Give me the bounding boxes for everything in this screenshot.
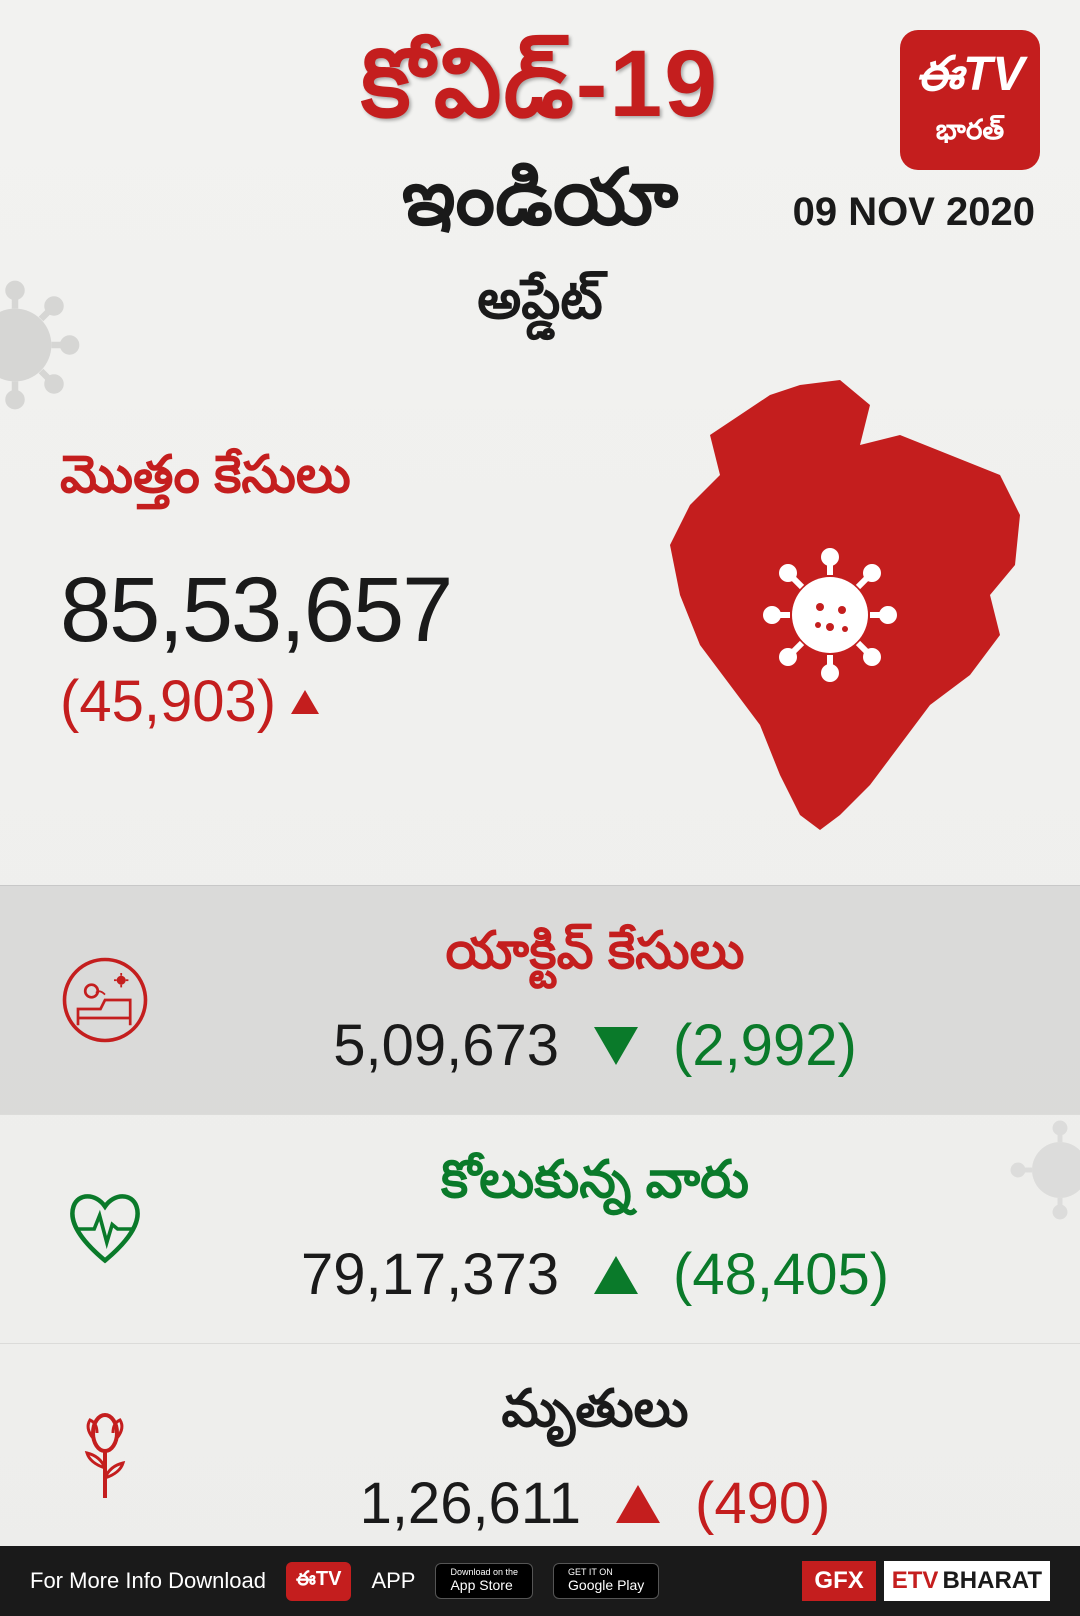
recovered-delta: (48,405) [673,1241,889,1308]
top-section: మొత్తం కేసులు 85,53,657 (45,903) [0,345,1080,885]
recovered-label: కోలుకున్న వారు [160,1150,1030,1223]
appstore-text: App Store [450,1578,518,1593]
recovered-row: కోలుకున్న వారు 79,17,373 (48,405) [0,1114,1080,1343]
recovered-value: 79,17,373 [301,1241,559,1308]
footer-right: GFX ETV BHARAT [802,1561,1050,1601]
down-arrow-icon [594,1027,638,1065]
deaths-label: మృతులు [160,1379,1030,1452]
total-label: మొత్తం కేసులు [60,445,620,518]
etv-app-icon: ఈTV [286,1562,351,1601]
flower-icon [50,1408,160,1508]
date-text: 09 NOV 2020 [793,190,1035,235]
active-content: యాక్టివ్ కేసులు 5,09,673 (2,992) [160,921,1030,1079]
active-values: 5,09,673 (2,992) [160,1012,1030,1079]
deaths-content: మృతులు 1,26,611 (490) [160,1379,1030,1537]
appstore-badge[interactable]: Download on the App Store [435,1563,533,1598]
up-arrow-icon [594,1256,638,1294]
heart-pulse-icon [50,1184,160,1274]
infographic-container: కోవిడ్-19 ఇండియా అప్డేట్ ఈTV భారత్ 09 NO… [0,0,1080,1616]
googleplay-badge[interactable]: GET IT ON Google Play [553,1563,659,1598]
active-label: యాక్టివ్ కేసులు [160,921,1030,994]
up-arrow-icon [291,690,319,714]
app-text: APP [371,1568,415,1594]
title-update: అప్డేట్ [40,267,1040,345]
virus-deco-icon [0,280,80,410]
deaths-delta: (490) [695,1470,830,1537]
total-delta: (45,903) [60,668,620,735]
patient-bed-icon [50,955,160,1045]
active-cases-row: యాక్టివ్ కేసులు 5,09,673 (2,992) [0,885,1080,1114]
total-cases-block: మొత్తం కేసులు 85,53,657 (45,903) [60,365,620,735]
deaths-row: మృతులు 1,26,611 (490) [0,1343,1080,1572]
deaths-value: 1,26,611 [360,1470,581,1537]
recovered-values: 79,17,373 (48,405) [160,1241,1030,1308]
total-value: 85,53,657 [60,558,620,663]
deaths-values: 1,26,611 (490) [160,1470,1030,1537]
header: కోవిడ్-19 ఇండియా అప్డేట్ ఈTV భారత్ 09 NO… [0,0,1080,345]
total-delta-value: (45,903) [60,668,276,735]
gfx-badge: GFX [802,1561,875,1601]
footer: For More Info Download ఈTV APP Download … [0,1546,1080,1616]
etv-logo: ఈTV భారత్ [900,30,1040,170]
up-arrow-icon [616,1485,660,1523]
etv-text: ETV [892,1567,939,1595]
active-delta: (2,992) [673,1012,857,1079]
virus-deco-icon [1010,1120,1080,1220]
title-main: కోవిడ్-19 [40,30,1040,162]
footer-info: For More Info Download [30,1568,266,1594]
logo-bottom-text: భారత్ [936,114,1004,153]
active-value: 5,09,673 [333,1012,559,1079]
logo-top-text: ఈTV [915,47,1024,114]
bharat-text: BHARAT [938,1567,1048,1595]
recovered-content: కోలుకున్న వారు 79,17,373 (48,405) [160,1150,1030,1308]
etv-bharat-badge: ETV BHARAT [884,1561,1050,1601]
india-map [620,365,1040,845]
play-text: Google Play [568,1578,644,1593]
